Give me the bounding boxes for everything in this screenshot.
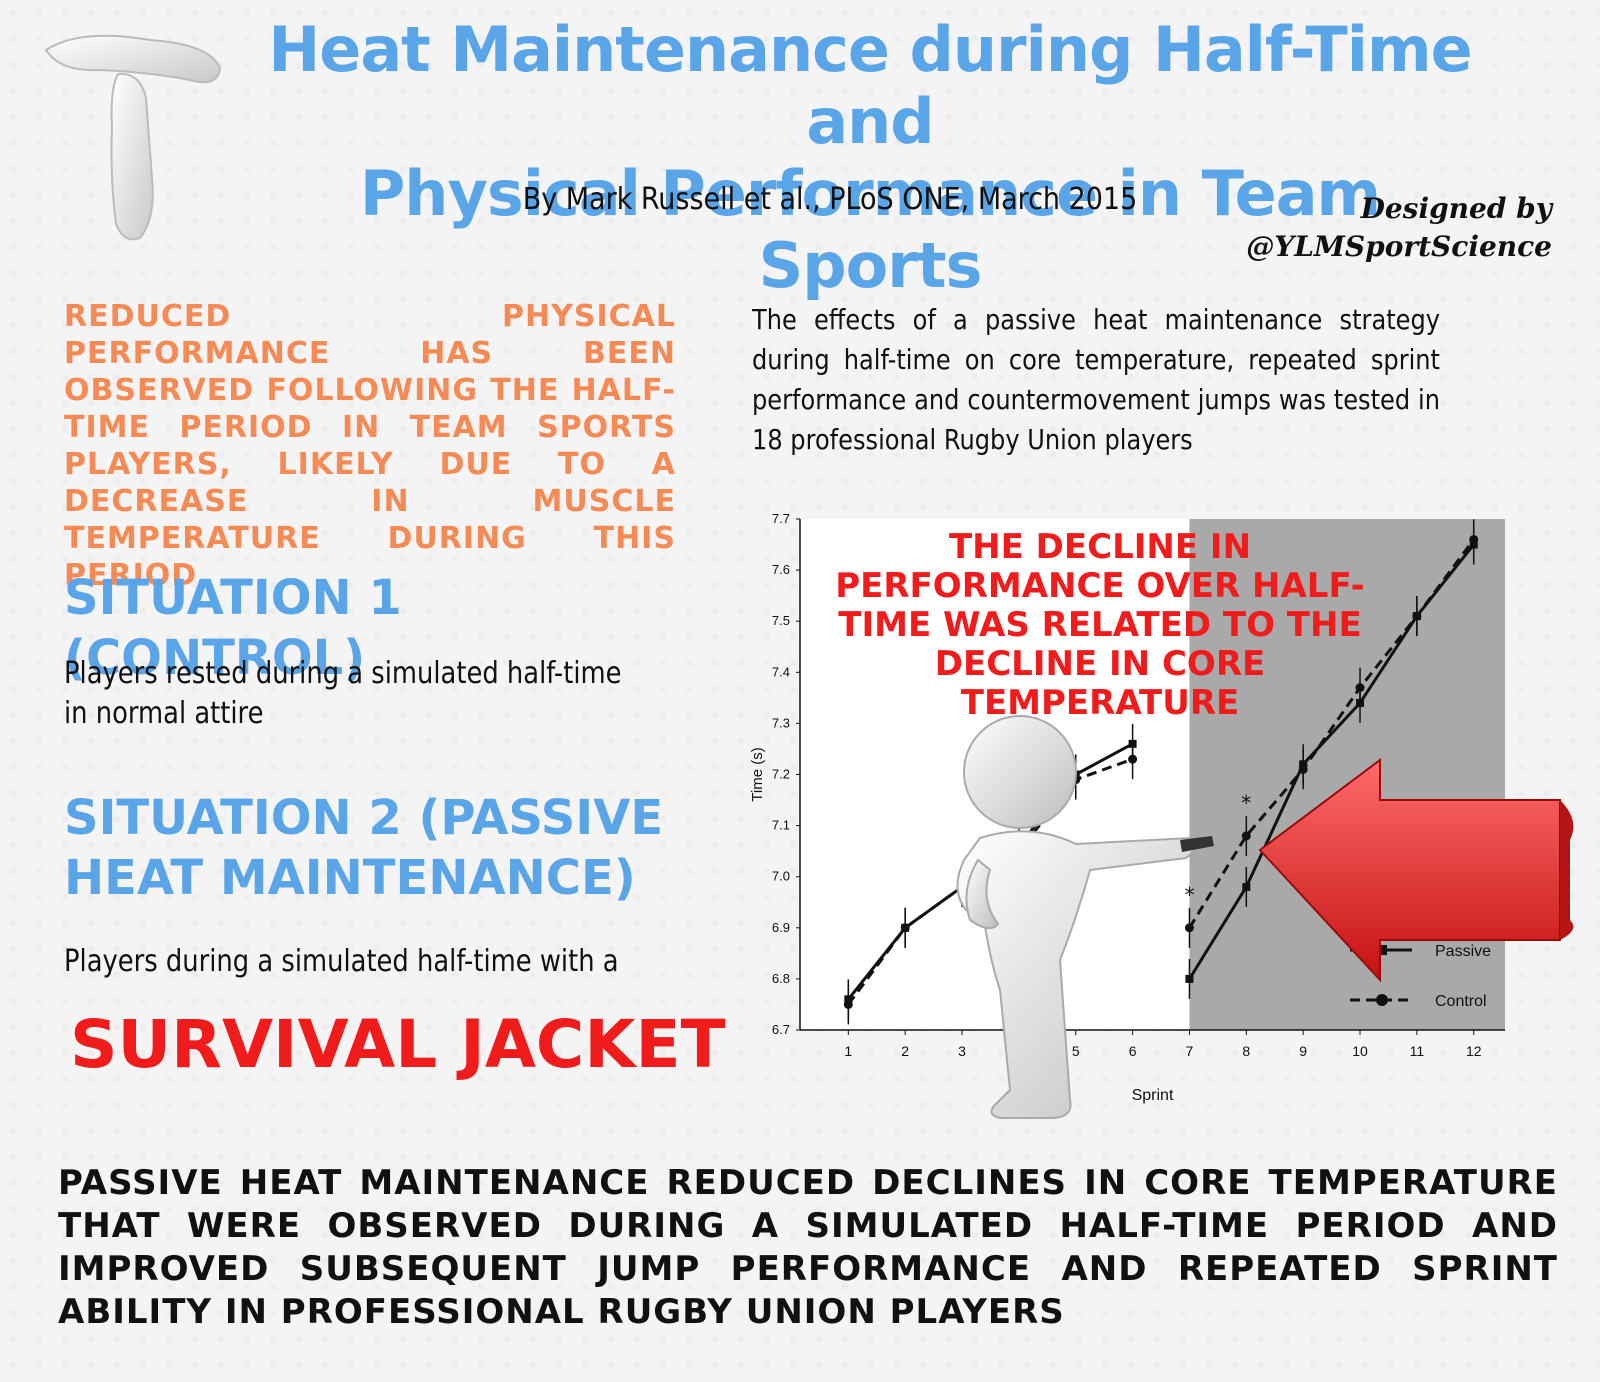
situation-1-text: Players rested during a simulated half-t… <box>64 656 622 731</box>
sprint-chart-svg: 6.76.86.97.07.17.27.37.47.57.67.71234567… <box>749 511 1505 1104</box>
data-point-control <box>1298 764 1308 774</box>
intro-text: Reduced physical performance has been ob… <box>64 299 676 593</box>
designed-by-line-1: Designed by <box>1360 192 1552 225</box>
x-tick-label: 12 <box>1466 1043 1482 1059</box>
y-tick-label: 6.7 <box>772 1022 790 1037</box>
y-tick-label: 6.8 <box>772 971 790 986</box>
y-tick-label: 7.1 <box>772 818 790 833</box>
y-axis-label: Time (s) <box>749 747 766 801</box>
x-axis-label: Sprint <box>1132 1087 1174 1104</box>
y-tick-label: 7.6 <box>772 562 790 577</box>
y-tick-label: 7.0 <box>772 869 790 884</box>
survival-jacket-label: Survival Jacket <box>70 1006 726 1083</box>
data-point-control <box>1184 923 1194 933</box>
y-tick-label: 7.3 <box>772 715 790 730</box>
y-tick-label: 6.9 <box>772 920 790 935</box>
byline: By Mark Russell et al., PLoS ONE, March … <box>522 182 1138 217</box>
situation-2-heading: Situation 2 (Passive Heat Maintenance) <box>64 790 664 906</box>
legend-label-passive: Passive <box>1435 943 1491 960</box>
x-tick-label: 9 <box>1299 1043 1307 1059</box>
pointing-figure-icon <box>956 715 1214 1119</box>
page-title: Heat Maintenance during Half-Time and Ph… <box>250 14 1490 302</box>
x-tick-label: 5 <box>1072 1043 1080 1059</box>
significance-marker: * <box>1184 883 1194 907</box>
x-tick-label: 1 <box>844 1043 852 1059</box>
designed-by: Designed by @YLMSportScience <box>1246 190 1552 266</box>
significance-marker: * <box>1241 791 1251 815</box>
x-tick-label: 10 <box>1352 1043 1368 1059</box>
y-tick-label: 7.2 <box>772 767 790 782</box>
title-line-1: Heat Maintenance during Half-Time and <box>268 13 1472 158</box>
x-tick-label: 6 <box>1129 1043 1137 1059</box>
x-tick-label: 11 <box>1410 1043 1425 1059</box>
study-description: The effects of a passive heat maintenanc… <box>752 303 1440 456</box>
y-tick-label: 7.5 <box>772 613 790 628</box>
data-point-passive <box>1242 882 1251 891</box>
y-tick-label: 7.4 <box>772 664 790 679</box>
x-tick-label: 7 <box>1186 1043 1194 1059</box>
data-point-control <box>900 923 910 933</box>
data-point-control <box>843 999 853 1009</box>
red-arrow-icon <box>1258 758 1574 983</box>
chart-callout: The decline in performance over half-tim… <box>835 527 1365 723</box>
legend-label-control: Control <box>1435 993 1487 1010</box>
chart-overlay <box>956 715 1574 1119</box>
legend-marker <box>1376 994 1388 1006</box>
data-point-control <box>1469 534 1479 544</box>
x-tick-label: 2 <box>901 1043 909 1059</box>
series-line-control <box>1188 538 1475 929</box>
data-point-control <box>1128 754 1138 764</box>
x-tick-label: 8 <box>1242 1043 1250 1059</box>
data-point-control <box>1241 831 1251 841</box>
data-point-passive <box>1185 974 1194 983</box>
situation-2-text: Players during a simulated half-time wit… <box>64 944 619 979</box>
data-point-control <box>1412 611 1422 621</box>
situation-1-heading: Situation 1 (Control) <box>64 570 402 686</box>
x-tick-label: 3 <box>958 1043 966 1059</box>
timeout-hands-icon <box>44 34 222 241</box>
designed-by-handle: @YLMSportScience <box>1246 230 1552 263</box>
legend-marker <box>1377 945 1387 955</box>
title-line-2: Physical Performance in Team Sports <box>359 157 1381 302</box>
sprint-chart: 6.76.86.97.07.17.27.37.47.57.67.71234567… <box>740 505 1540 1125</box>
data-point-control <box>1355 683 1365 693</box>
y-tick-label: 7.7 <box>772 511 790 526</box>
conclusion-text: Passive heat maintenance reduced decline… <box>58 1163 1558 1332</box>
